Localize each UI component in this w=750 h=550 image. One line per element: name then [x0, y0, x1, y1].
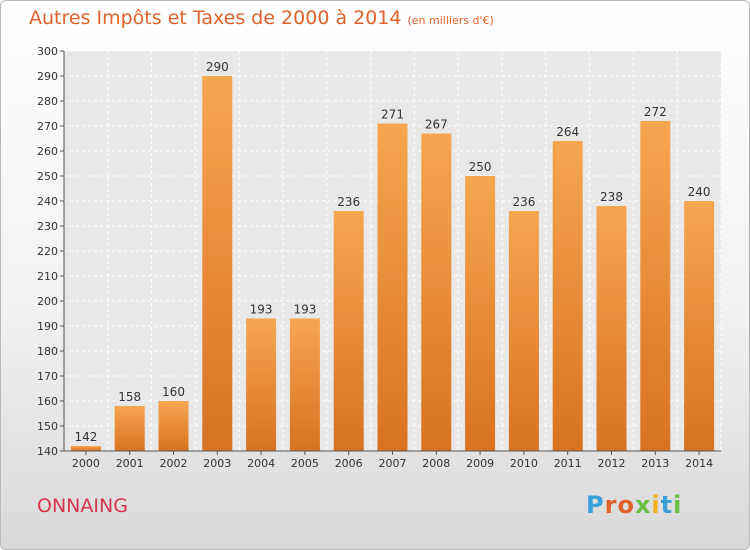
value-label-2002: 160: [162, 385, 185, 399]
proxiti-logo: Proxiti: [586, 491, 682, 519]
x-tick-label: 2003: [203, 457, 231, 470]
bar-2006: [333, 211, 364, 451]
logo-letter: i: [651, 491, 661, 519]
bar-2008: [421, 133, 452, 451]
bar-2004: [246, 318, 277, 451]
value-label-2008: 267: [425, 118, 448, 132]
logo-letter: t: [660, 491, 674, 519]
value-label-2000: 142: [74, 430, 97, 444]
x-tick-label: 2011: [554, 457, 582, 470]
y-tick-label: 200: [37, 295, 58, 308]
value-label-2001: 158: [118, 390, 141, 404]
y-tick-label: 160: [37, 395, 58, 408]
logo-letter: x: [634, 491, 652, 519]
y-tick-label: 220: [37, 245, 58, 258]
value-label-2007: 271: [381, 108, 404, 122]
y-tick-label: 250: [37, 170, 58, 183]
y-tick-label: 140: [37, 445, 58, 458]
y-tick-label: 210: [37, 270, 58, 283]
bar-2002: [158, 401, 189, 451]
value-label-2010: 236: [512, 195, 535, 209]
bar-2003: [202, 76, 233, 451]
y-tick-label: 150: [37, 420, 58, 433]
bar-2005: [289, 318, 320, 451]
x-tick-label: 2008: [422, 457, 450, 470]
value-label-2012: 238: [600, 190, 623, 204]
y-tick-label: 290: [37, 70, 58, 83]
y-tick-label: 170: [37, 370, 58, 383]
x-tick-label: 2010: [510, 457, 538, 470]
x-tick-label: 2000: [72, 457, 100, 470]
value-label-2006: 236: [337, 195, 360, 209]
y-tick-label: 280: [37, 95, 58, 108]
bar-2012: [596, 206, 627, 451]
bar-2013: [640, 121, 671, 451]
x-tick-label: 2006: [335, 457, 363, 470]
y-tick-label: 240: [37, 195, 58, 208]
x-tick-label: 2014: [685, 457, 713, 470]
value-label-2009: 250: [469, 160, 492, 174]
x-tick-label: 2004: [247, 457, 275, 470]
bar-2001: [114, 406, 145, 451]
y-tick-label: 180: [37, 345, 58, 358]
x-tick-label: 2002: [160, 457, 188, 470]
x-tick-label: 2009: [466, 457, 494, 470]
logo-letter: r: [604, 491, 618, 519]
logo-letter: o: [617, 491, 635, 519]
y-tick-label: 190: [37, 320, 58, 333]
value-label-2003: 290: [206, 60, 229, 74]
x-tick-label: 2013: [641, 457, 669, 470]
y-tick-label: 260: [37, 145, 58, 158]
logo-letter: P: [586, 491, 605, 519]
value-label-2013: 272: [644, 105, 667, 119]
chart-subtitle: (en milliers d'€): [407, 14, 494, 27]
value-label-2004: 193: [250, 303, 273, 317]
x-tick-label: 2012: [598, 457, 626, 470]
chart-title: Autres Impôts et Taxes de 2000 à 2014 (en…: [29, 7, 494, 29]
logo-letter: i: [673, 491, 683, 519]
chart-title-text: Autres Impôts et Taxes de 2000 à 2014: [29, 7, 402, 29]
bar-2007: [377, 123, 408, 451]
x-tick-label: 2001: [116, 457, 144, 470]
bar-2010: [508, 211, 539, 451]
bar-2011: [552, 141, 583, 451]
x-tick-label: 2007: [379, 457, 407, 470]
y-tick-label: 230: [37, 220, 58, 233]
y-tick-label: 300: [37, 45, 58, 58]
x-tick-label: 2005: [291, 457, 319, 470]
value-label-2011: 264: [556, 125, 579, 139]
bar-2009: [465, 176, 496, 451]
city-name: ONNAING: [37, 495, 128, 517]
bar-2014: [684, 201, 715, 451]
value-label-2005: 193: [293, 303, 316, 317]
y-tick-label: 270: [37, 120, 58, 133]
bar-2000: [70, 446, 101, 451]
value-label-2014: 240: [688, 185, 711, 199]
